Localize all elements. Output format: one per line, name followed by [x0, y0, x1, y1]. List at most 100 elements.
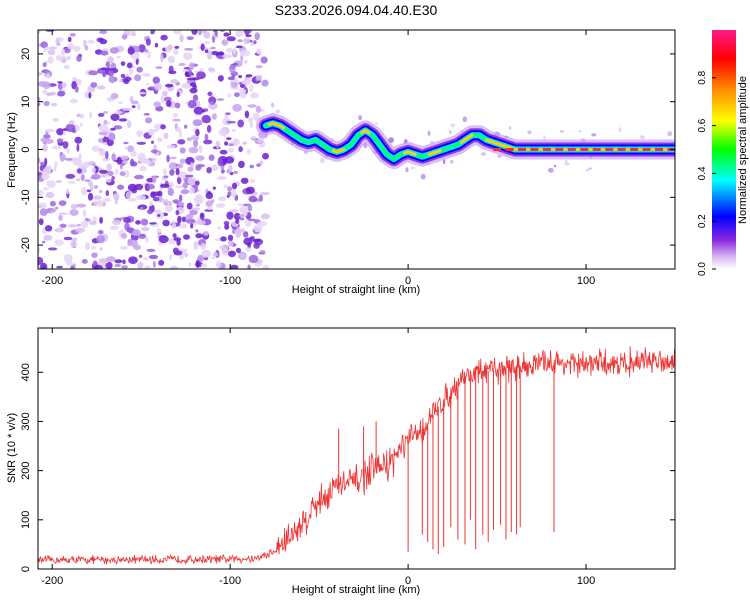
noise-speckle — [176, 176, 182, 185]
noise-speckle — [38, 72, 44, 76]
noise-speckle — [114, 197, 118, 205]
noise-speckle — [169, 169, 175, 176]
noise-speckle — [547, 167, 554, 173]
noise-speckle — [80, 174, 85, 181]
spectrogram-x-axis: -200 -100 0 100 — [41, 30, 595, 287]
noise-speckle — [240, 177, 249, 184]
noise-speckle — [111, 153, 116, 162]
noise-speckle — [60, 223, 67, 228]
noise-speckle — [96, 85, 106, 90]
noise-speckle — [73, 45, 81, 52]
noise-speckle — [195, 129, 200, 137]
noise-speckle — [172, 118, 181, 122]
noise-speckle — [146, 184, 155, 190]
noise-speckle — [42, 144, 48, 152]
noise-speckle — [218, 129, 228, 136]
noise-speckle — [182, 182, 188, 189]
noise-speckle — [82, 209, 87, 218]
noise-speckle — [237, 119, 244, 128]
noise-speckle — [497, 154, 502, 158]
noise-speckle — [259, 160, 264, 166]
noise-speckle — [40, 262, 48, 269]
noise-speckle — [163, 132, 169, 140]
noise-speckle — [91, 145, 100, 152]
noise-speckle — [184, 48, 194, 51]
noise-speckle — [127, 46, 135, 55]
noise-speckle — [119, 162, 123, 170]
noise-speckle — [174, 45, 180, 49]
noise-speckle — [225, 47, 234, 53]
noise-speckle — [114, 263, 122, 268]
noise-speckle — [41, 172, 50, 181]
noise-speckle — [172, 233, 177, 238]
noise-speckle — [239, 213, 245, 218]
noise-speckle — [86, 189, 91, 193]
noise-speckle — [235, 247, 242, 254]
snr-xlabel: Height of straight line (km) — [292, 584, 420, 596]
noise-speckle — [195, 229, 199, 233]
noise-speckle — [259, 250, 266, 255]
noise-speckle — [117, 184, 125, 190]
noise-speckle — [618, 127, 622, 133]
noise-speckle — [92, 200, 100, 206]
noise-speckle — [120, 245, 129, 250]
snr-x-axis: -200 -100 0 100 — [41, 328, 595, 587]
noise-speckle — [107, 56, 114, 64]
noise-speckle — [195, 164, 202, 171]
noise-speckle — [232, 47, 237, 55]
noise-speckle — [245, 74, 253, 78]
noise-speckle — [70, 204, 78, 210]
ridge-peak — [655, 148, 663, 151]
noise-speckle — [100, 50, 109, 56]
noise-speckle — [250, 136, 256, 141]
noise-speckle — [188, 146, 199, 154]
noise-speckle — [106, 256, 116, 262]
noise-speckle — [181, 82, 192, 89]
noise-speckle — [88, 70, 99, 76]
noise-speckle — [51, 145, 61, 150]
noise-speckle — [129, 95, 134, 103]
noise-speckle — [270, 102, 275, 108]
noise-speckle — [228, 147, 235, 153]
noise-speckle — [226, 36, 236, 42]
noise-speckle — [247, 264, 251, 269]
noise-speckle — [237, 39, 243, 43]
noise-speckle — [247, 204, 253, 212]
noise-speckle — [187, 176, 197, 186]
noise-speckle — [43, 100, 50, 107]
noise-speckle — [243, 210, 248, 217]
colorbar-ticks: 0.0 0.2 0.4 0.6 0.8 — [697, 70, 716, 276]
noise-speckle — [43, 134, 51, 139]
noise-speckle — [68, 181, 76, 184]
noise-speckle — [193, 241, 199, 250]
noise-speckle — [231, 128, 236, 133]
figure-title: S233.2026.094.04.40.E30 — [275, 2, 438, 18]
noise-speckle — [158, 235, 169, 244]
noise-speckle — [121, 107, 132, 111]
noise-speckle — [147, 87, 153, 91]
noise-speckle — [154, 42, 159, 48]
noise-speckle — [211, 50, 219, 56]
ridge-peak — [630, 148, 639, 151]
noise-speckle — [38, 202, 47, 209]
noise-speckle — [200, 263, 208, 268]
noise-speckle — [175, 210, 180, 216]
noise-speckle — [138, 254, 143, 258]
noise-speckle — [180, 189, 190, 195]
noise-speckle — [98, 169, 108, 174]
noise-speckle — [81, 220, 88, 229]
noise-speckle — [165, 201, 172, 205]
noise-speckle — [200, 43, 205, 51]
noise-speckle — [215, 260, 222, 268]
noise-speckle — [162, 90, 168, 97]
noise-speckle — [113, 192, 120, 201]
noise-speckle — [173, 48, 179, 56]
noise-speckle — [45, 191, 55, 199]
noise-speckle — [152, 76, 160, 85]
noise-speckle — [208, 154, 215, 161]
ridge-peak — [530, 148, 539, 151]
noise-speckle — [253, 242, 260, 249]
noise-speckle — [207, 67, 215, 72]
noise-speckle — [108, 132, 116, 141]
noise-speckle — [153, 101, 162, 108]
